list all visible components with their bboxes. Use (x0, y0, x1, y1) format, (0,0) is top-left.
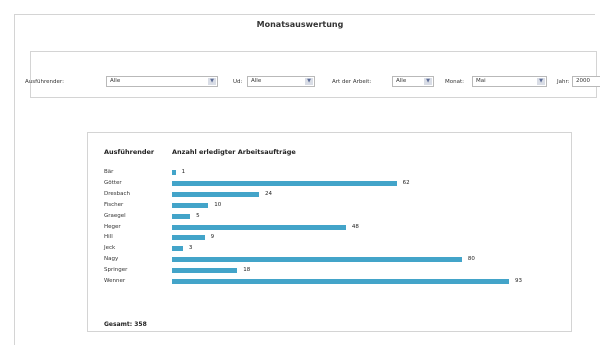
page-title: Monatsauswertung (256, 20, 344, 29)
bar (172, 268, 238, 274)
chevron-down-icon[interactable]: ▼ (305, 78, 313, 85)
row-label: Bär (104, 169, 114, 175)
row-label: Götter (104, 179, 122, 186)
bar (172, 235, 205, 241)
row-label: Graegel (104, 212, 126, 219)
chevron-down-icon[interactable]: ▼ (537, 78, 545, 85)
row-label: Wenner (104, 278, 126, 284)
select-jahr[interactable]: 2000 ▼ (572, 76, 600, 87)
select-ud[interactable]: Alle ▼ (247, 76, 315, 87)
filter-label-art-der-arbeit: Art der Arbeit: (332, 79, 372, 85)
bar-value-label: 62 (402, 179, 410, 186)
bar (172, 246, 183, 252)
row-label: Hill (104, 234, 113, 241)
row-label: Heger (104, 223, 121, 230)
bar (172, 213, 191, 219)
bar (172, 257, 462, 263)
select-art-der-arbeit[interactable]: Alle ▼ (392, 76, 434, 87)
row-label: Nagy (104, 256, 119, 263)
bar (172, 191, 259, 197)
chevron-down-icon[interactable]: ▼ (424, 78, 432, 85)
filter-label-monat: Monat: (445, 79, 464, 85)
chevron-down-icon[interactable]: ▼ (208, 78, 216, 85)
row-label: Fischer (104, 201, 124, 208)
filter-label-ausfuehrender: Ausführender: (25, 79, 64, 85)
filter-label-jahr: Jahr: (557, 79, 570, 85)
bar (172, 224, 346, 230)
bar (172, 202, 209, 208)
filter-label-ud: Ud: (233, 79, 243, 85)
column-header-person: Ausführender (104, 148, 155, 156)
bar-value-label: 3 (188, 245, 193, 252)
row-label: Jeck (104, 245, 116, 252)
bar-value-label: 10 (214, 201, 222, 208)
bar-value-label: 80 (467, 256, 475, 263)
row-label: Springer (104, 267, 128, 274)
bar-value-label: 24 (264, 190, 272, 197)
chart-panel (87, 132, 572, 332)
select-ausfuehrender[interactable]: Alle ▼ (106, 76, 218, 87)
bar-value-label: 18 (243, 267, 251, 274)
select-monat[interactable]: Mai ▼ (472, 76, 547, 87)
select-monat-value: Mai (476, 78, 486, 84)
bar-value-label: 5 (196, 212, 200, 219)
bar-value-label: 48 (351, 223, 359, 230)
column-header-count: Anzahl erledigter Arbeitsaufträge (172, 148, 296, 156)
bar-value-label: 9 (210, 234, 215, 241)
total-count: Gesamt: 358 (104, 321, 147, 328)
bar (172, 170, 176, 175)
bar (172, 180, 397, 186)
bar (172, 279, 509, 284)
select-ud-value: Alle (251, 78, 262, 84)
select-ausfuehrender-value: Alle (110, 78, 121, 84)
bar-value-label: 1 (181, 169, 186, 175)
window-frame (14, 14, 595, 345)
select-art-der-arbeit-value: Alle (396, 78, 407, 84)
bar-value-label: 93 (515, 278, 522, 284)
filter-panel: Ausführender: Alle ▼ Ud: Alle ▼ Art der … (25, 51, 600, 98)
select-jahr-value: 2000 (576, 78, 590, 84)
row-label: Dresbach (104, 190, 130, 197)
